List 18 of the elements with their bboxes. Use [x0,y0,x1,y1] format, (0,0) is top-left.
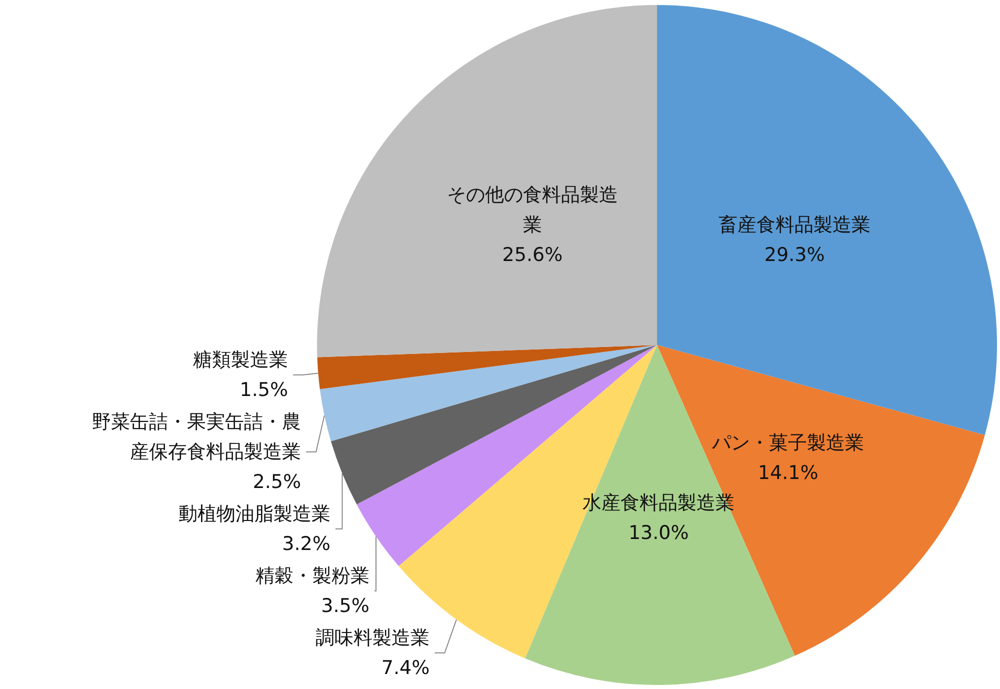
slice-label: 調味料製造業 [316,626,430,649]
slice-label: 野菜缶詰・果実缶詰・農産保存食料品製造業 [92,410,302,463]
data-label: 29.3% [764,244,825,266]
slice-label: 動植物油脂製造業 [178,502,330,525]
slice-label: その他の食料品製造業 [446,184,618,236]
slice-label: 水産食料品製造業 [582,492,735,514]
slice-label: 糖類製造業 [193,348,288,371]
data-label: 2.5% [252,470,302,493]
data-label: 1.5% [240,378,288,401]
data-label: 3.2% [282,532,330,555]
data-label: 14.1% [758,462,818,484]
slice-label: 畜産食料品製造業 [718,214,871,236]
data-label: 7.4% [381,656,430,679]
data-label: 25.6% [502,244,563,266]
slice-label: 精穀・製粉業 [255,564,370,587]
data-label: 13.0% [628,522,689,544]
data-label: 3.5% [321,594,370,617]
slice-label: パン・菓子製造業 [711,432,864,454]
